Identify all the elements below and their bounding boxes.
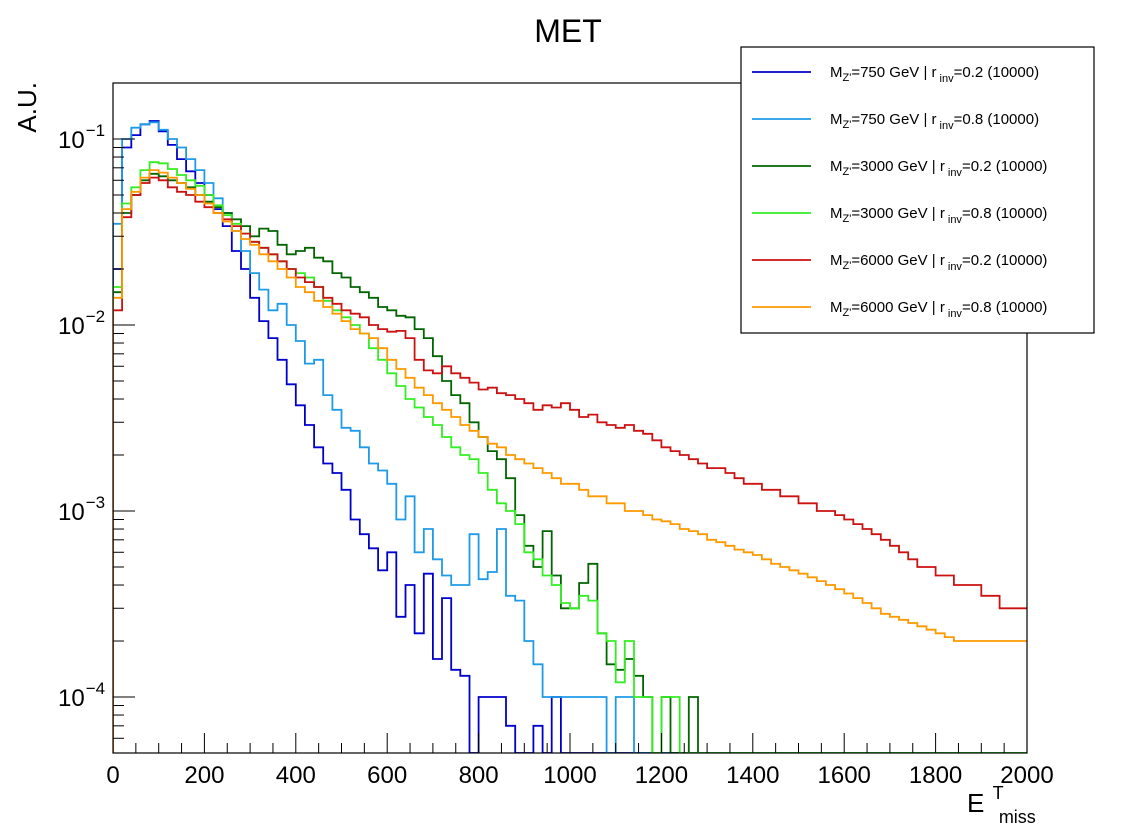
legend-label-part: Z' [843, 307, 852, 319]
x-tick-label: 800 [459, 762, 499, 789]
y-tick-label-base: 10 [58, 685, 85, 712]
legend-label-part: inv [948, 308, 963, 320]
legend-label-part: inv [940, 120, 955, 132]
legend-box [740, 46, 1095, 334]
legend-label-part: inv [948, 261, 963, 273]
legend-label-1: MZ'=750 GeV | r inv=0.2 (10000) [830, 64, 1039, 85]
series-line-6 [113, 169, 1027, 753]
x-axis-title-base: E [967, 788, 984, 818]
legend-label-part: =750 GeV | r [851, 111, 936, 128]
y-tick-label-base: 10 [58, 313, 85, 340]
legend-label-part: inv [948, 167, 963, 179]
legend-label-part: M [830, 158, 843, 175]
x-axis-title: E T miss [967, 775, 1036, 827]
y-tick-label: 10−3 [58, 493, 105, 526]
series-layer [113, 120, 1027, 753]
x-tick-label: 1000 [543, 762, 596, 789]
legend-label-part: =3000 GeV | r [851, 205, 945, 222]
chart-title: MET [534, 13, 602, 49]
legend-label-part: =6000 GeV | r [851, 299, 945, 316]
legend-label-part: =0.8 (10000) [962, 299, 1047, 316]
y-tick-label-exp: −3 [86, 493, 105, 512]
y-axis-title: A.U. [12, 82, 42, 133]
x-tick-label: 2000 [1000, 762, 1053, 789]
y-tick-label: 10−4 [58, 679, 105, 712]
legend-label-part: =0.8 (10000) [954, 111, 1039, 128]
legend-label-part: inv [948, 214, 963, 226]
x-axis-title-sup: T [993, 783, 1004, 803]
legend-label-part: M [830, 299, 843, 316]
legend-label-part: Z' [843, 260, 852, 272]
y-tick-label: 10−2 [58, 307, 105, 340]
y-tick-label-base: 10 [58, 127, 85, 154]
x-tick-label: 1800 [909, 762, 962, 789]
legend-label-6: MZ'=6000 GeV | r inv=0.8 (10000) [830, 299, 1047, 320]
x-tick-label: 600 [367, 762, 407, 789]
y-tick-label-base: 10 [58, 499, 85, 526]
legend-label-part: =0.2 (10000) [954, 64, 1039, 81]
x-axis-ticks: 0 200 400 600 800 1000 1200 1400 1600 1800 2000 [106, 733, 1054, 789]
legend-label-part: =3000 GeV | r [851, 158, 945, 175]
legend-label-3: MZ'=3000 GeV | r inv=0.2 (10000) [830, 158, 1047, 179]
legend-label-part: =750 GeV | r [851, 64, 936, 81]
legend-label-4: MZ'=3000 GeV | r inv=0.8 (10000) [830, 205, 1047, 226]
legend-label-part: =0.2 (10000) [962, 252, 1047, 269]
legend-label-part: M [830, 205, 843, 222]
y-tick-label: 10−1 [58, 121, 105, 154]
legend-label-part: =6000 GeV | r [851, 252, 945, 269]
legend-label-5: MZ'=6000 GeV | r inv=0.2 (10000) [830, 252, 1047, 273]
legend-label-part: M [830, 64, 843, 81]
series-line-5 [113, 176, 1027, 753]
legend-label-part: =0.8 (10000) [962, 205, 1047, 222]
legend: MZ'=750 GeV | r inv=0.2 (10000)MZ'=750 Ge… [740, 46, 1095, 334]
x-axis-title-sub: miss [999, 807, 1036, 827]
y-tick-label-exp: −1 [86, 121, 105, 140]
legend-label-part: inv [940, 73, 955, 85]
legend-label-2: MZ'=750 GeV | r inv=0.8 (10000) [830, 111, 1039, 132]
legend-label-part: M [830, 111, 843, 128]
y-tick-label-exp: −2 [86, 307, 105, 326]
legend-label-part: =0.2 (10000) [962, 158, 1047, 175]
y-tick-label-exp: −4 [86, 679, 105, 698]
x-tick-label: 1400 [726, 762, 779, 789]
legend-label-part: Z' [843, 119, 852, 131]
x-tick-label: 1600 [818, 762, 871, 789]
legend-label-part: Z' [843, 166, 852, 178]
x-tick-label: 400 [276, 762, 316, 789]
legend-label-part: Z' [843, 72, 852, 84]
y-axis-ticks: 10−110−210−310−4 [58, 82, 135, 754]
x-tick-label: 1200 [635, 762, 688, 789]
x-tick-label: 0 [106, 762, 119, 789]
legend-label-part: Z' [843, 213, 852, 225]
x-tick-label: 200 [184, 762, 224, 789]
legend-label-part: M [830, 252, 843, 269]
